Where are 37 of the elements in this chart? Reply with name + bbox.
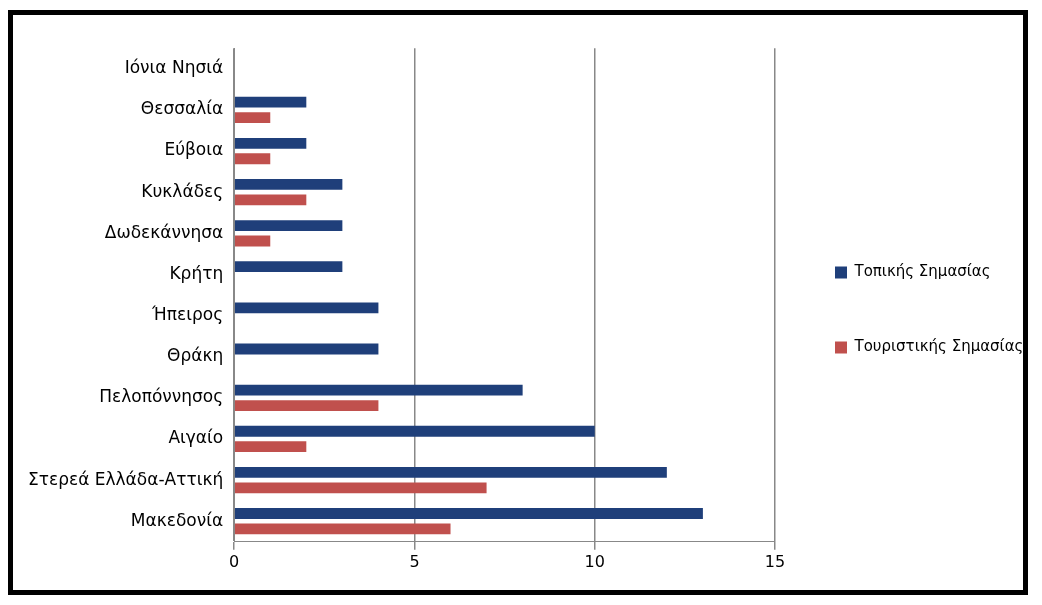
y-tick-label: Δωδεκάννησα [104, 221, 224, 242]
bar [234, 523, 451, 535]
legend-label: Τοπικής Σημασίας [853, 262, 991, 281]
bar [234, 261, 343, 273]
legend-label: Τουριστικής Σημασίας [853, 337, 1024, 356]
y-tick-label: Εύβοια [164, 139, 224, 160]
y-tick-label: Κυκλάδες [141, 180, 224, 201]
bar [234, 441, 307, 453]
bar [234, 96, 307, 108]
y-tick-label: Κρήτη [169, 262, 224, 283]
bar [234, 302, 379, 314]
x-tick-label: 10 [584, 551, 605, 571]
bar [234, 153, 271, 165]
bar [234, 482, 487, 494]
y-tick-label: Θράκη [167, 345, 224, 366]
bar [234, 194, 307, 206]
y-tick-label: Ιόνια Νησιά [124, 57, 224, 78]
y-tick-label: Πελοπόννησος [99, 386, 224, 407]
y-tick-label: Στερεά Ελλάδα-Αττική [27, 468, 224, 489]
bar [234, 235, 271, 247]
x-tick-label: 15 [764, 551, 786, 571]
bar [234, 400, 379, 411]
y-tick-label: Αιγαίο [168, 427, 224, 448]
y-tick-label: Μακεδονία [130, 509, 224, 530]
bar [234, 508, 703, 519]
bar [234, 179, 343, 190]
y-tick-label: Ήπειρος [151, 303, 224, 324]
bar [234, 137, 307, 149]
bar [234, 343, 379, 355]
bar [234, 112, 271, 124]
y-tick-label: Θεσσαλία [140, 98, 224, 119]
bar [234, 384, 523, 396]
x-tick-label: 0 [229, 551, 240, 571]
bar [234, 466, 667, 478]
x-tick-label: 5 [409, 551, 420, 571]
bar [234, 220, 343, 231]
bar [234, 425, 595, 437]
